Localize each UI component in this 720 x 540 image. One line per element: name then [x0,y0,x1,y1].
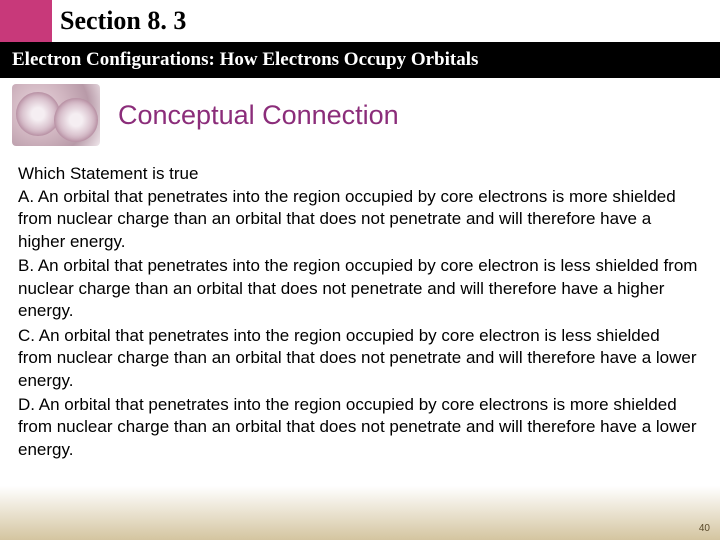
option-a: A. An orbital that penetrates into the r… [18,186,698,253]
molecule-icon [12,84,100,146]
accent-block [0,0,52,42]
subtitle-text: Electron Configurations: How Electrons O… [12,49,478,71]
body-area: Which Statement is true A. An orbital th… [0,146,720,461]
hero-title: Conceptual Connection [118,100,399,131]
section-label: Section 8. 3 [60,6,186,36]
option-d: D. An orbital that penetrates into the r… [18,394,698,461]
section-title-container: Section 8. 3 [52,0,720,42]
question-stem: Which Statement is true [18,164,698,184]
option-b: B. An orbital that penetrates into the r… [18,255,698,322]
hero-row: Conceptual Connection [0,84,720,146]
header-bar: Section 8. 3 [0,0,720,42]
page-number: 40 [699,523,710,534]
subtitle-bar: Electron Configurations: How Electrons O… [0,42,720,78]
option-c: C. An orbital that penetrates into the r… [18,325,698,392]
